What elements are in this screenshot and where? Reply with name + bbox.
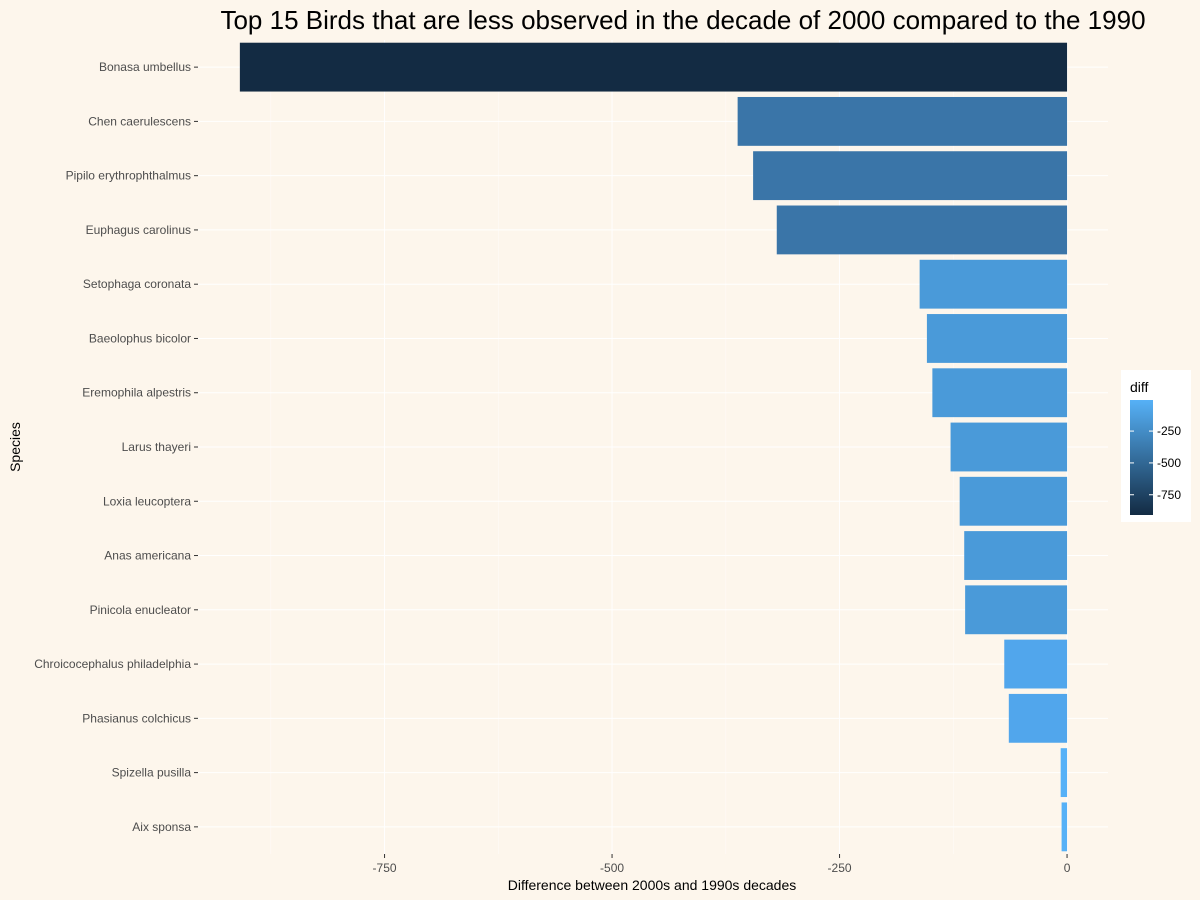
y-tick-label: Aix sponsa [132,820,191,834]
legend-ticks: -250 -500 -750 [1130,424,1181,502]
x-axis: -750 -500 -250 0 [373,854,1071,875]
y-tick-label: Setophaga coronata [83,277,191,291]
y-tick-label: Baeolophus bicolor [89,331,191,345]
bar [737,96,1068,146]
y-axis: Bonasa umbellus Chen caerulescens Pipilo e… [34,60,198,834]
bar [919,259,1068,309]
bar [964,531,1068,580]
bar [950,422,1068,472]
bar [965,585,1068,635]
x-axis-title: Difference between 2000s and 1990s decad… [508,877,797,893]
y-tick-label: Eremophila alpestris [82,386,191,400]
y-tick-label: Loxia leucoptera [103,494,191,508]
x-tick-label: -500 [600,861,624,875]
y-tick-label: Euphagus carolinus [86,223,191,237]
y-tick-label: Pipilo erythrophthalmus [66,169,191,183]
bar [959,476,1068,526]
y-axis-title: Species [7,422,23,472]
y-tick-label: Spizella pusilla [112,766,192,780]
bars [239,42,1068,852]
bar [776,205,1068,255]
y-tick-label: Bonasa umbellus [99,60,191,74]
y-tick-label: Anas americana [104,549,191,563]
bar [932,368,1068,418]
legend-label: -500 [1157,456,1181,470]
legend-title: diff [1130,379,1149,395]
bar [753,151,1068,201]
x-tick-label: 0 [1064,861,1071,875]
y-tick-label: Chen caerulescens [88,114,191,128]
y-tick-label: Chroicocephalus philadelphia [34,657,191,671]
bar [1061,802,1068,852]
bar [1004,639,1068,689]
legend: diff -250 -500 -750 [1121,370,1191,522]
legend-label: -750 [1157,488,1181,502]
y-tick-label: Pinicola enucleator [90,603,191,617]
bar [1008,693,1068,743]
y-tick-label: Larus thayeri [122,440,191,454]
x-tick-label: -750 [373,861,397,875]
y-tick-label: Phasianus colchicus [82,711,191,725]
legend-colorbar [1130,400,1153,515]
bar [926,314,1068,363]
bar [239,42,1068,92]
bar [1060,748,1068,798]
legend-label: -250 [1157,424,1181,438]
chart-title: Top 15 Birds that are less observed in t… [220,5,1145,35]
x-tick-label: -250 [828,861,852,875]
